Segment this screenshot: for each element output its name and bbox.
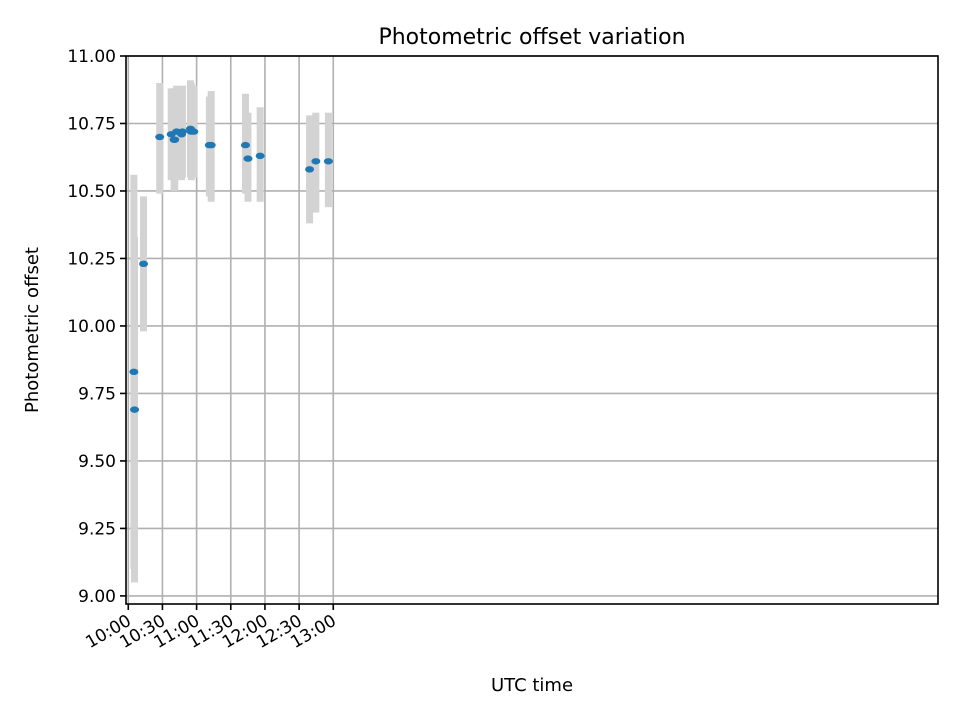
plot-frame [125, 55, 939, 605]
data-point [323, 158, 333, 165]
y-tick-label: 10.50 [67, 182, 116, 202]
data-point [255, 152, 265, 160]
data-point [155, 133, 165, 141]
x-axis-label: UTC time [491, 675, 573, 696]
y-tick-label: 9.50 [78, 452, 116, 472]
data-point [311, 158, 321, 165]
y-axis-label: Photometric offset [22, 247, 43, 413]
data-point [129, 368, 139, 376]
y-tick-label: 10.25 [67, 249, 116, 269]
y-tick-label: 10.75 [67, 114, 116, 134]
y-tick-label: 9.25 [78, 519, 116, 539]
data-point [240, 141, 250, 149]
y-tick-label: 9.00 [78, 587, 116, 607]
chart-title: Photometric offset variation [378, 25, 685, 50]
data-point [206, 141, 216, 149]
data-point [305, 166, 315, 173]
data-point [170, 136, 180, 143]
data-point [243, 155, 253, 162]
data-point [130, 406, 140, 413]
y-tick-label: 9.75 [78, 384, 116, 404]
y-tick-label: 10.00 [67, 317, 116, 337]
grid-lines [126, 55, 938, 604]
data-point [189, 128, 199, 135]
data-points [129, 125, 333, 413]
y-axis-ticks: 9.00 9.25 9.50 9.75 10.00 10.25 10.50 10.75 11.0… [67, 47, 126, 607]
data-point [139, 260, 149, 268]
y-tick-label: 11.00 [67, 47, 116, 67]
data-point [177, 128, 187, 135]
